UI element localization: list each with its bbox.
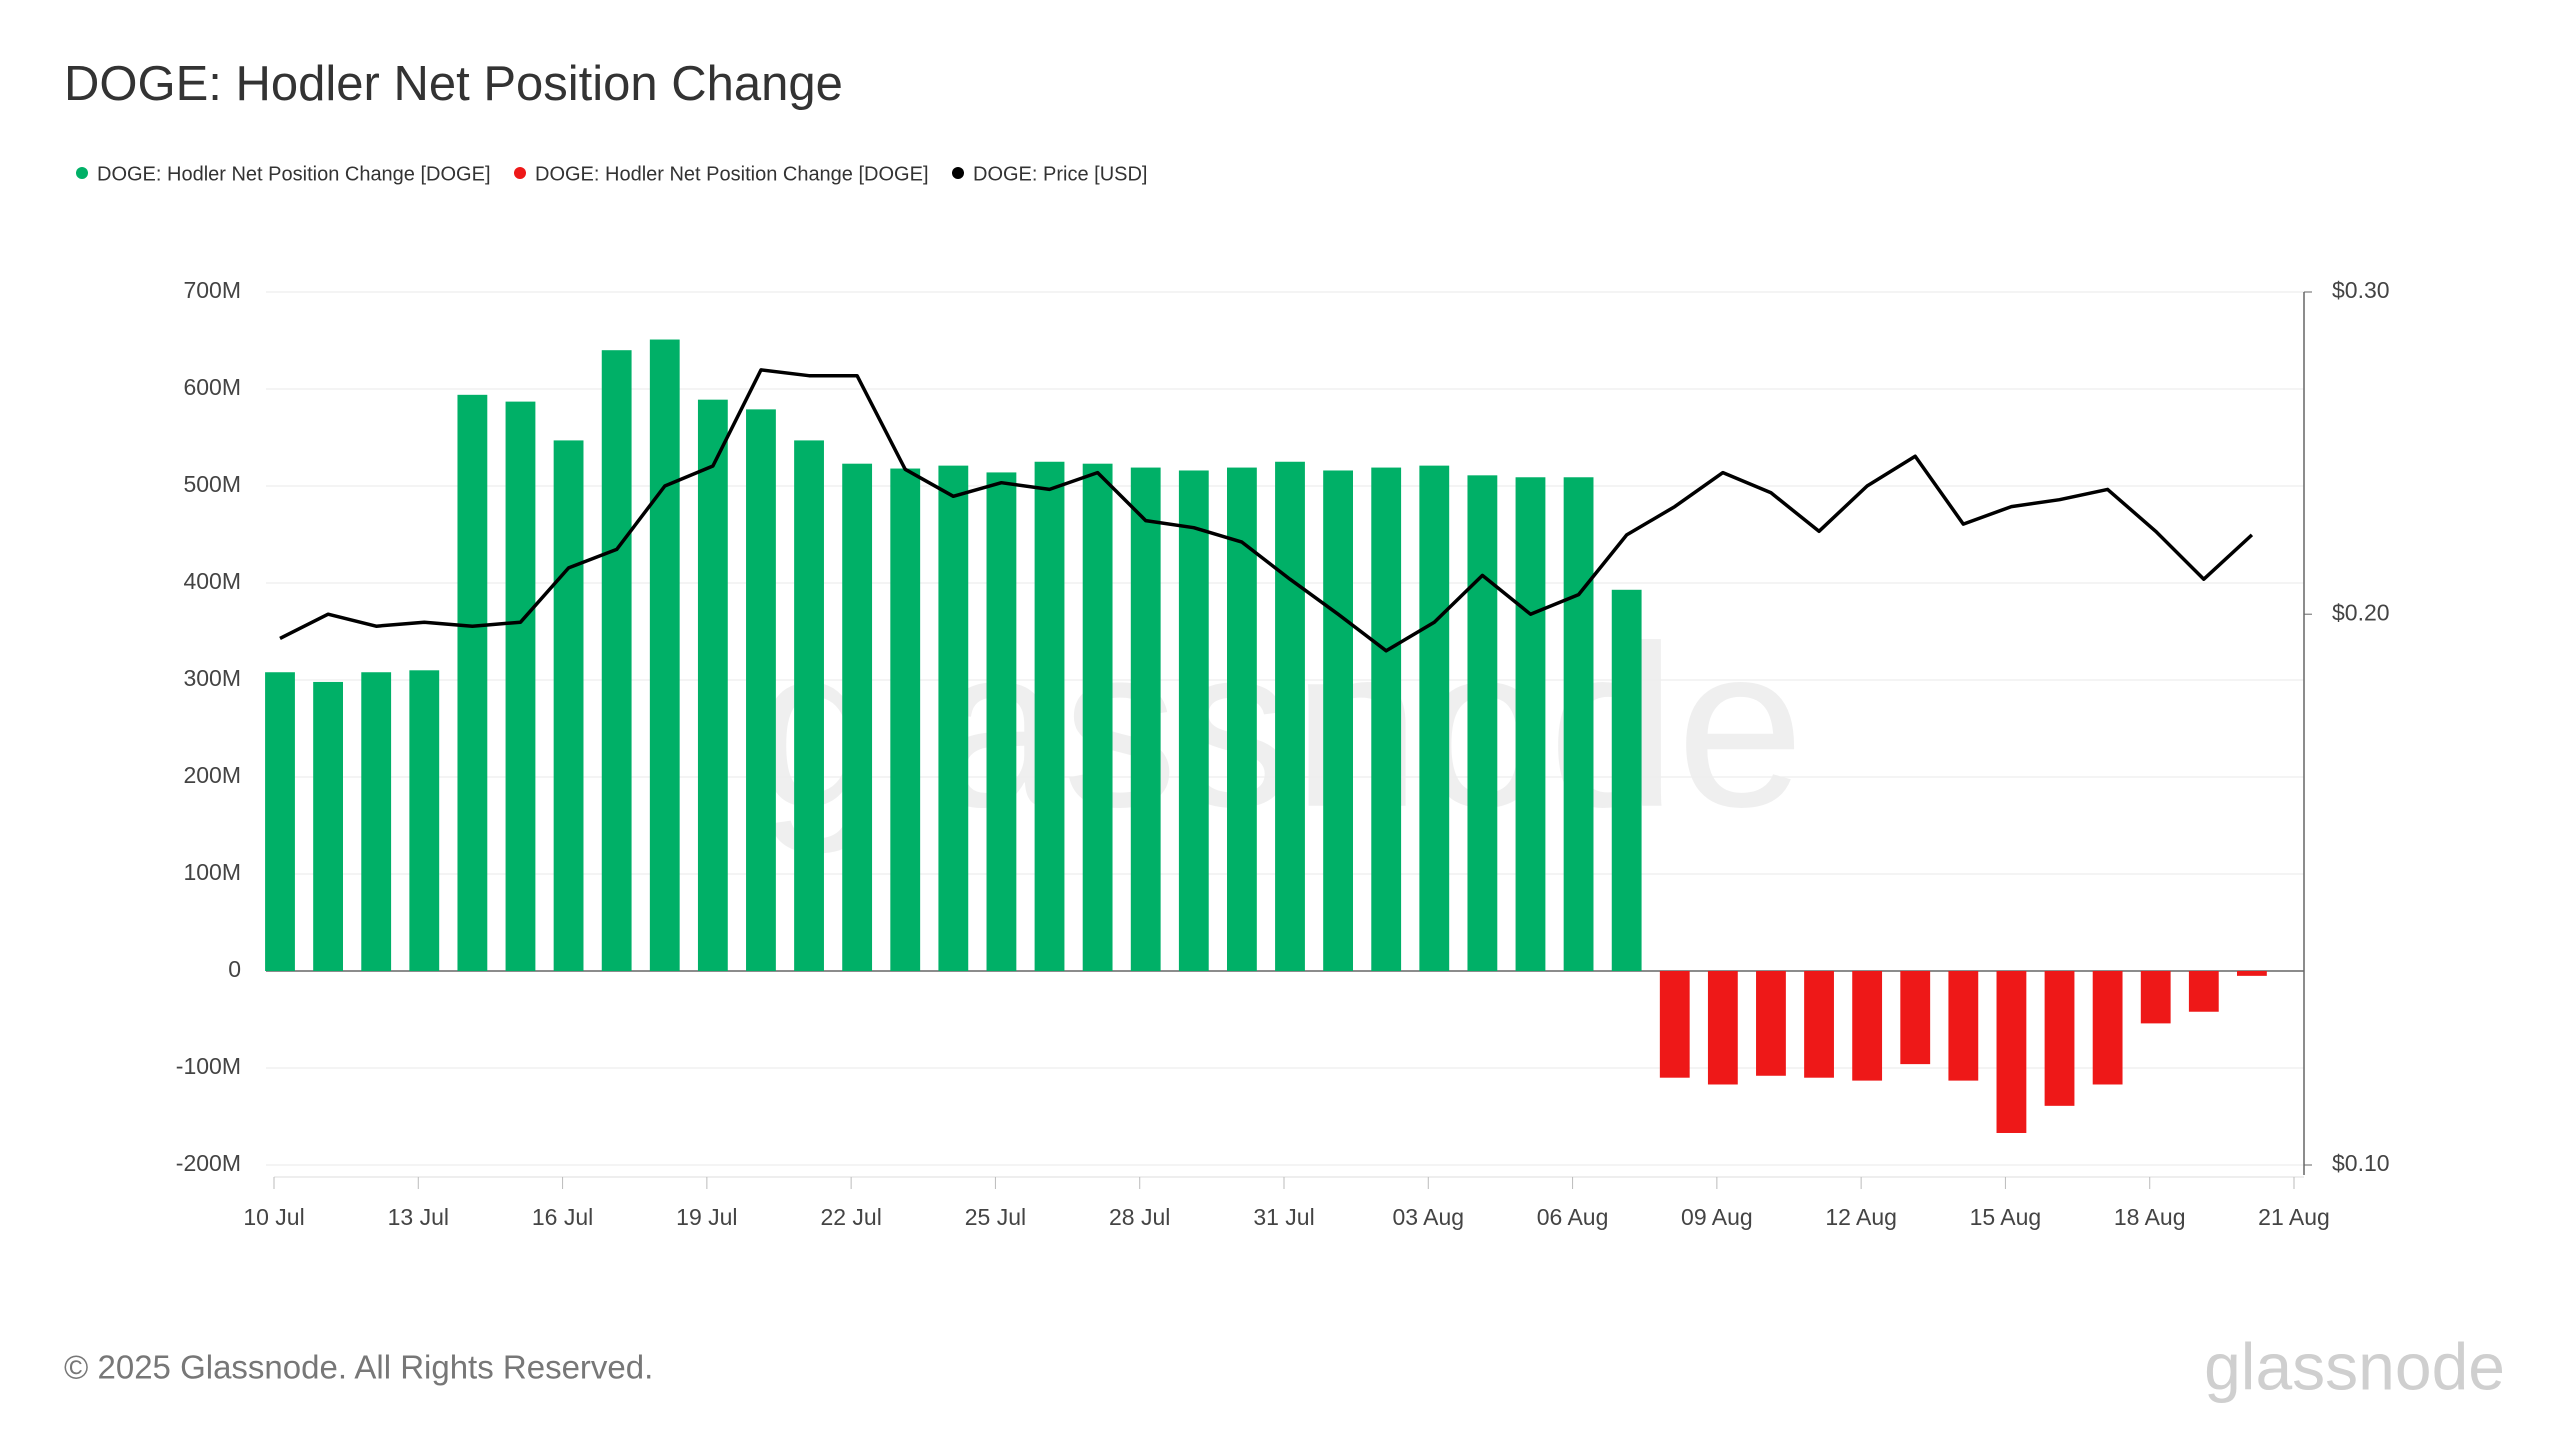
legend-label: DOGE: Price [USD] <box>973 163 1147 185</box>
bar <box>1852 971 1883 1081</box>
bar <box>1323 470 1354 971</box>
bar <box>1130 467 1161 971</box>
x-tick-label: 25 Jul <box>965 1204 1026 1230</box>
y-tick-label: 400M <box>183 568 241 594</box>
bar <box>1082 463 1113 971</box>
bar <box>2092 971 2123 1085</box>
bar <box>938 465 969 971</box>
bar <box>601 350 632 971</box>
bar <box>1707 971 1738 1085</box>
x-tick-label: 18 Aug <box>2114 1204 2186 1230</box>
logo: glassnode <box>2204 1329 2505 1403</box>
x-tick-label: 22 Jul <box>820 1204 881 1230</box>
y2-tick-label: $0.20 <box>2332 599 2390 625</box>
bar <box>505 401 536 971</box>
legend-label: DOGE: Hodler Net Position Change [DOGE] <box>535 163 929 185</box>
x-tick-label: 09 Aug <box>1681 1204 1753 1230</box>
chart-title: DOGE: Hodler Net Position Change <box>64 57 843 111</box>
x-tick-label: 21 Aug <box>2258 1204 2330 1230</box>
bar <box>1756 971 1786 1076</box>
x-tick-label: 10 Jul <box>243 1204 304 1230</box>
bar <box>746 409 776 971</box>
bar <box>1371 467 1402 971</box>
bar <box>1515 477 1546 971</box>
legend-marker <box>952 167 964 179</box>
bar <box>1275 461 1305 971</box>
x-tick-label: 12 Aug <box>1825 1204 1897 1230</box>
x-tick-label: 13 Jul <box>388 1204 449 1230</box>
y-tick-label: 200M <box>183 762 241 788</box>
bar <box>313 681 344 971</box>
x-tick-label: 28 Jul <box>1109 1204 1170 1230</box>
y-tick-label: 500M <box>183 471 241 497</box>
bar <box>265 672 295 971</box>
bar <box>1900 971 1931 1065</box>
x-tick-label: 19 Jul <box>676 1204 737 1230</box>
bar <box>890 468 921 971</box>
bar <box>794 440 824 971</box>
x-tick-label: 06 Aug <box>1537 1204 1609 1230</box>
bar <box>361 672 392 971</box>
bar <box>1419 465 1450 971</box>
footer: © 2025 Glassnode. All Rights Reserved. <box>64 1349 653 1386</box>
price-line <box>279 368 2254 653</box>
y-tick-label: 600M <box>183 374 241 400</box>
bar <box>1659 971 1690 1078</box>
y-tick-label: 100M <box>183 859 241 885</box>
y-tick-label: 300M <box>183 665 241 691</box>
x-tick-label: 16 Jul <box>532 1204 593 1230</box>
bar <box>1611 589 1642 971</box>
bar <box>2236 971 2267 976</box>
bar <box>697 399 728 971</box>
bar <box>649 339 680 971</box>
bar <box>1467 475 1498 971</box>
y2-tick-label: $0.10 <box>2332 1150 2390 1176</box>
y2-tick-label: $0.30 <box>2332 277 2390 303</box>
bar <box>1178 470 1209 971</box>
x-tick-label: 03 Aug <box>1392 1204 1464 1230</box>
bar <box>1034 461 1065 971</box>
y-tick-label: 0 <box>228 956 241 982</box>
x-tick-label: 31 Jul <box>1253 1204 1314 1230</box>
legend-label: DOGE: Hodler Net Position Change [DOGE] <box>97 163 491 185</box>
bar <box>986 472 1017 971</box>
bar <box>842 463 873 971</box>
bar <box>2188 971 2219 1012</box>
y-tick-label: -100M <box>176 1053 241 1079</box>
bar <box>1948 971 1979 1081</box>
bar <box>1563 477 1594 971</box>
bar <box>409 670 440 971</box>
bar <box>457 394 488 971</box>
bar <box>1804 971 1834 1078</box>
bar <box>2044 971 2075 1106</box>
legend-marker <box>514 167 526 179</box>
bar <box>2140 971 2171 1024</box>
legend-marker <box>76 167 88 179</box>
y-tick-label: -200M <box>176 1150 241 1176</box>
bar <box>1996 971 2027 1133</box>
x-tick-label: 15 Aug <box>1970 1204 2042 1230</box>
y-tick-label: 700M <box>183 277 241 303</box>
bar <box>553 440 584 971</box>
